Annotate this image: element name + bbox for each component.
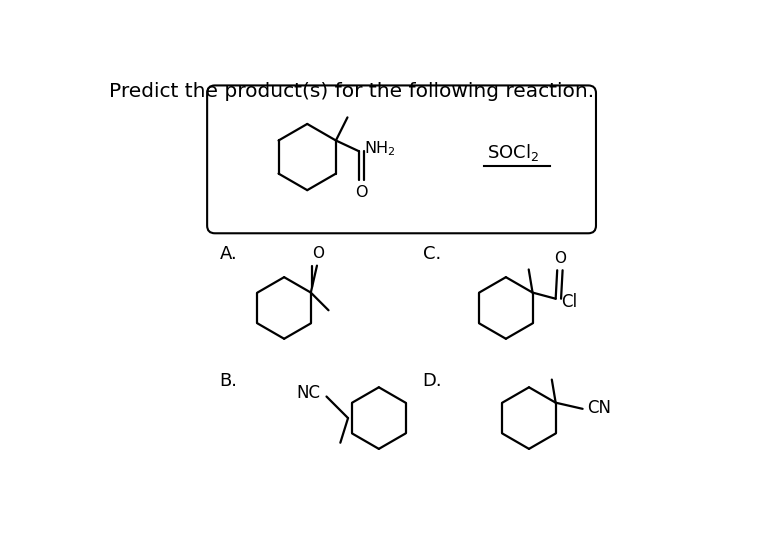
Text: SOCl$_2$: SOCl$_2$	[486, 142, 538, 163]
FancyBboxPatch shape	[207, 85, 596, 233]
Text: Cl: Cl	[561, 293, 578, 311]
Text: C.: C.	[423, 245, 441, 263]
Text: O: O	[312, 246, 324, 261]
Text: B.: B.	[219, 372, 238, 390]
Text: A.: A.	[219, 245, 237, 263]
Text: O: O	[355, 185, 367, 200]
Text: CN: CN	[588, 399, 611, 417]
Text: NH$_2$: NH$_2$	[364, 140, 395, 158]
Text: D.: D.	[423, 372, 443, 390]
Text: NC: NC	[296, 384, 321, 402]
Text: O: O	[555, 252, 566, 266]
Text: Predict the product(s) for the following reaction.: Predict the product(s) for the following…	[110, 83, 594, 102]
